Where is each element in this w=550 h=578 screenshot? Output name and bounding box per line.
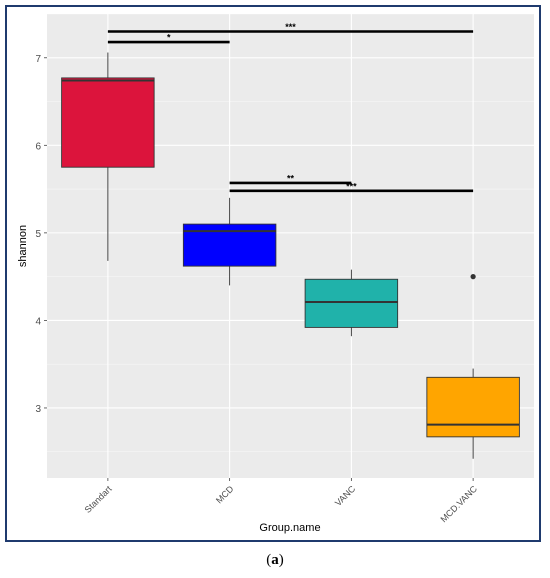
significance-label: *** bbox=[285, 22, 296, 32]
significance-label: ** bbox=[287, 173, 295, 183]
y-tick-label: 5 bbox=[35, 229, 41, 240]
caption-close-paren: ) bbox=[278, 552, 284, 568]
x-tick-label: MCD.VANC bbox=[438, 483, 479, 524]
x-tick-label: Standart bbox=[83, 483, 114, 514]
boxes bbox=[61, 52, 520, 459]
box-body bbox=[61, 77, 155, 168]
y-axis-label: shannon bbox=[17, 225, 29, 267]
caption-letter: a bbox=[271, 552, 279, 568]
box-body bbox=[426, 376, 520, 438]
x-tick-label: MCD bbox=[214, 483, 236, 505]
box-body bbox=[304, 278, 399, 328]
figure-frame: 3 4 5 6 7 Standart MCD VANC MCD.VANC *** * ** *** s… bbox=[5, 5, 541, 542]
box-group bbox=[426, 274, 520, 459]
x-tick-label: VANC bbox=[333, 483, 358, 508]
significance-brackets: ********* bbox=[107, 22, 474, 193]
significance-label: * bbox=[167, 33, 171, 43]
y-tick-label: 3 bbox=[35, 404, 41, 415]
caption-open-paren: ( bbox=[266, 552, 272, 568]
y-tick-label: 4 bbox=[35, 316, 41, 327]
box-group bbox=[304, 269, 399, 337]
x-axis-label: Group.name bbox=[259, 522, 320, 534]
box-group bbox=[61, 52, 155, 261]
y-tick-label: 7 bbox=[35, 54, 41, 65]
outlier-point bbox=[470, 274, 476, 280]
significance-label: *** bbox=[346, 181, 357, 191]
figure-caption: (a) bbox=[0, 552, 550, 569]
box-group bbox=[182, 197, 277, 286]
y-tick-label: 6 bbox=[35, 141, 41, 152]
